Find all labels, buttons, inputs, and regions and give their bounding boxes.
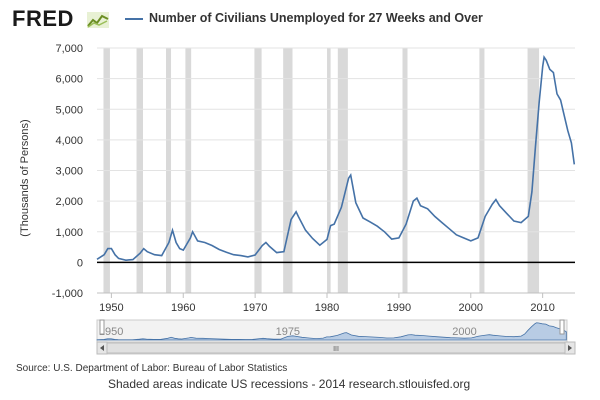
x-tick-label: 1990 — [387, 302, 411, 314]
y-tick-label: 3,000 — [55, 166, 83, 178]
arrow-left-icon[interactable] — [96, 341, 108, 355]
y-tick-label: 2,000 — [55, 196, 83, 208]
x-tick-label: 1970 — [243, 302, 267, 314]
y-axis-label: (Thousands of Persons) — [19, 119, 31, 236]
legend-swatch — [125, 17, 143, 20]
x-tick-label: 1980 — [315, 302, 339, 314]
y-axis-ticks: -1,000 0 1,000 2,000 3,000 4,000 5,000 6,000 7,0… — [52, 43, 83, 300]
series-line[interactable] — [96, 55, 576, 262]
chart-legend[interactable]: Number of Civilians Unemployed for 27 We… — [125, 11, 483, 25]
x-tick-label: 1950 — [99, 302, 123, 314]
y-tick-label: 7,000 — [55, 43, 83, 55]
navigator-ticks: 1950 1975 2000 — [99, 326, 477, 338]
y-tick-label: 6,000 — [55, 74, 83, 86]
legend-label: Number of Civilians Unemployed for 27 We… — [149, 11, 483, 25]
navigator-tick-label: 2000 — [452, 326, 476, 338]
y-tick-label: -1,000 — [52, 288, 83, 300]
navigator[interactable]: 1950 1975 2000 III — [96, 319, 576, 355]
y-tick-label: 4,000 — [55, 135, 83, 147]
navigator-tick-label: 1975 — [276, 326, 300, 338]
scrollbar-grip: III — [333, 346, 339, 353]
y-tick-label: 0 — [77, 257, 83, 269]
navigator-tick-label: 1950 — [99, 326, 123, 338]
x-tick-label: 2000 — [459, 302, 483, 314]
recession-note: Shaded areas indicate US recessions - 20… — [108, 377, 471, 391]
source-note: Source: U.S. Department of Labor: Bureau… — [16, 363, 288, 374]
x-tick-label: 2010 — [530, 302, 554, 314]
arrow-right-icon[interactable] — [564, 341, 576, 355]
fred-chart-logo-icon — [87, 12, 109, 28]
x-tick-label: 1960 — [171, 302, 195, 314]
line-chart: -1,000 0 1,000 2,000 3,000 4,000 5,000 6,000 7,0… — [19, 43, 576, 355]
x-axis-ticks: 1950 1960 1970 1980 1990 2000 2010 — [97, 292, 575, 314]
navigator-handle-right[interactable] — [559, 319, 565, 335]
y-tick-label: 5,000 — [55, 104, 83, 116]
fred-logo: FRED — [12, 6, 74, 31]
navigator-handle-left[interactable] — [99, 319, 105, 335]
y-tick-label: 1,000 — [55, 227, 83, 239]
navigator-area — [96, 322, 567, 341]
